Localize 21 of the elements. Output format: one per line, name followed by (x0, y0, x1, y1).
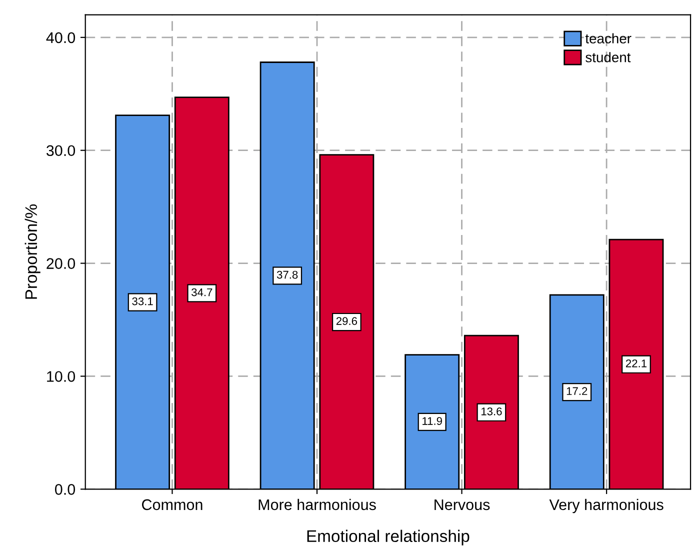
data-label: 13.6 (481, 407, 502, 416)
data-label: 37.8 (276, 270, 298, 279)
data-label: 29.6 (336, 317, 358, 325)
legend-label: teacher (585, 33, 632, 44)
legend-label: student (586, 52, 631, 62)
x-tick-label: Common (142, 499, 202, 510)
y-tick-label: 30.0 (46, 145, 76, 156)
y-axis-title: Proportion/% (24, 204, 40, 299)
data-label: 11.9 (422, 417, 442, 425)
x-tick-label: Very harmonious (549, 498, 664, 514)
data-label: 22.1 (626, 359, 647, 368)
x-axis-title: Emotional relationship (307, 530, 470, 546)
x-tick-label: Nervous (434, 499, 490, 510)
y-tick-label: 10.0 (47, 371, 76, 382)
data-label: 17.2 (566, 387, 588, 395)
y-tick-label: 20.0 (46, 258, 76, 269)
y-tick-label: 0.0 (55, 484, 76, 495)
data-label: 33.1 (132, 297, 153, 306)
x-tick-label: More harmonious (258, 498, 376, 510)
y-tick-label: 40.0 (46, 32, 76, 44)
data-label: 34.7 (192, 288, 212, 296)
